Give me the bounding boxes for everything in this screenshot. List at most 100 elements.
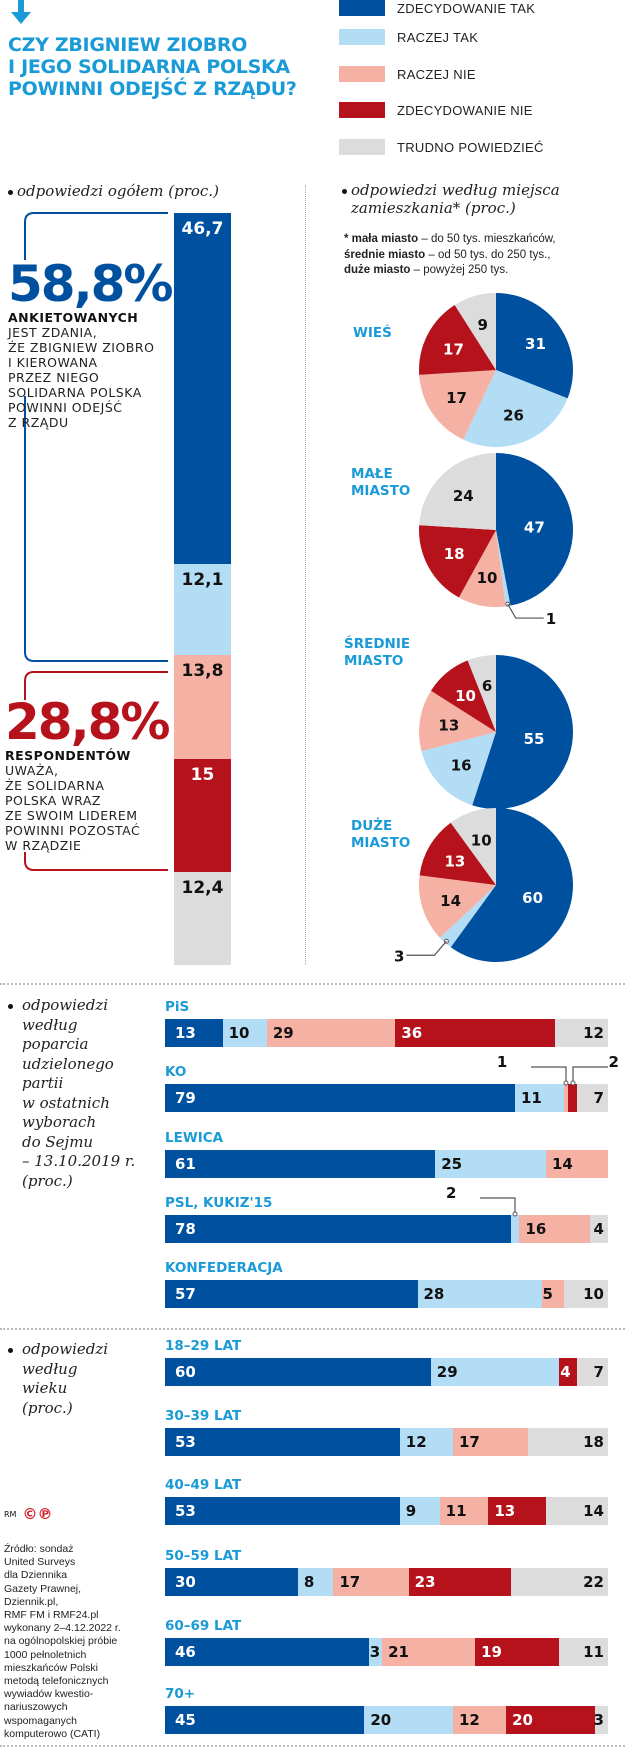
- bar-segment: 79: [165, 1084, 515, 1112]
- footnote-term: średnie miasto: [344, 248, 426, 261]
- legend-label: TRUDNO POWIEDZIEĆ: [397, 139, 544, 155]
- pie-value-label: 26: [503, 406, 524, 424]
- bar-segment: 20: [506, 1706, 595, 1734]
- bar-value-label: 11: [520, 1089, 542, 1107]
- pie-value-label: 60: [522, 889, 543, 907]
- bar-segment: 61: [165, 1150, 436, 1178]
- legend-item: ZDECYDOWANIE TAK: [339, 0, 535, 16]
- bar-value-label: 4: [560, 1363, 571, 1381]
- footnote-line: średnie miasto – od 50 tys. do 250 tys.,: [344, 248, 556, 264]
- pie-slice: [450, 808, 496, 885]
- source-line: United Surveys: [4, 1556, 76, 1569]
- legend-item: RACZEJ TAK: [339, 29, 478, 45]
- heading-line: według: [8, 1016, 135, 1036]
- pie-name-line: MIASTO: [344, 653, 404, 669]
- places-footnote: * mała miasto – do 50 tys. mieszkańców, ś…: [344, 232, 556, 279]
- legend-item: RACZEJ NIE: [339, 66, 476, 82]
- source-line: nariuszowych: [4, 1701, 68, 1714]
- bar-value-label: 53: [175, 1433, 196, 1451]
- bar-value-label: 5: [542, 1285, 553, 1303]
- bar-segment: 3: [368, 1638, 383, 1666]
- footnote-line: * mała miasto – do 50 tys. mieszkańców,: [344, 232, 556, 248]
- bullet-icon: [8, 1347, 13, 1353]
- pie-value-label: 9: [477, 316, 487, 334]
- pie-slice: [419, 370, 496, 440]
- bar-segment: [568, 1084, 577, 1112]
- heading-text: – 13.10.2019 r.: [22, 1152, 136, 1170]
- heading-text: w ostatnich: [22, 1093, 110, 1112]
- no-body: UWAŻA, ŻE SOLIDARNA POLSKA WRAZ ZE SWOIM LI…: [5, 763, 165, 853]
- heading-text: udzielonego: [22, 1054, 114, 1073]
- title-line: I JEGO SOLIDARNA POLSKA: [8, 56, 290, 78]
- pie-slice: [454, 293, 496, 370]
- bar-value-label: 12: [583, 1024, 604, 1042]
- source-line: Gazety Prawnej,: [4, 1582, 82, 1595]
- yes-body: JEST ZDANIA, ŻE ZBIGNIEW ZIOBRO I KIEROWAN…: [8, 325, 168, 430]
- bar-segment: 10: [563, 1280, 608, 1308]
- bar-value-label: 9: [405, 1502, 417, 1520]
- heading-text: według: [22, 1015, 78, 1034]
- pie-name-line: MIASTO: [351, 835, 411, 851]
- divider: [0, 983, 625, 985]
- pie-value-label: 10: [471, 832, 492, 850]
- arrow-down-icon: [11, 0, 31, 24]
- places-heading-line: odpowiedzi według miejsca: [351, 181, 560, 199]
- bar-segment: 60: [165, 1358, 431, 1386]
- heading-line: poparcia: [8, 1035, 135, 1055]
- bar-value-label: 4: [593, 1220, 604, 1238]
- bar-segment: 22: [510, 1568, 608, 1596]
- brackets: [24, 212, 168, 871]
- overall-heading: odpowiedzi ogółem (proc.): [8, 182, 219, 200]
- bar-segment: 30: [165, 1568, 298, 1596]
- bar-segment: 18: [528, 1428, 608, 1456]
- bar-value-label: 53: [175, 1502, 196, 1520]
- legend-swatch: [339, 29, 385, 45]
- callout-dot: [512, 1211, 518, 1217]
- callout-line: [530, 1066, 567, 1084]
- bar-value-label: 8: [303, 1573, 315, 1591]
- callout-line: [406, 940, 447, 956]
- heading-text: (proc.): [22, 1398, 73, 1417]
- no-bracket: [24, 671, 168, 700]
- bar-value-label: 12: [458, 1711, 480, 1729]
- bar-segment: 17: [333, 1568, 409, 1596]
- source-line: wykonany 2–4.12.2022 r.: [4, 1622, 121, 1635]
- legend-swatch: [339, 139, 385, 155]
- pie-slice: [419, 304, 496, 375]
- credits-marks: RM ©℗: [4, 1505, 52, 1523]
- bar-segment: 36: [395, 1019, 555, 1047]
- pie-slice: [421, 732, 496, 806]
- footnote-term: duże miasto: [344, 264, 411, 276]
- bar-segment: 12: [554, 1019, 608, 1047]
- pie-slice: [419, 875, 496, 938]
- row-label: PSL, KUKIZ'15: [165, 1195, 273, 1211]
- bar-value-label: 13: [494, 1502, 516, 1520]
- title-line: POWINNI ODEJŚĆ Z RZĄDU?: [8, 78, 297, 100]
- legend-item: TRUDNO POWIEDZIEĆ: [339, 139, 544, 155]
- yes-percentage: 58,8%: [8, 255, 173, 313]
- source-line: metodą telefonicznych: [4, 1675, 109, 1688]
- pie-slice: [439, 885, 496, 948]
- divider: [0, 1745, 625, 1747]
- pie-value-label: 10: [477, 569, 498, 587]
- footnote-desc: – do 50 tys. mieszkańców,: [418, 233, 556, 245]
- yes-body-line: PRZEZ NIEGO: [8, 370, 100, 385]
- no-percentage: 28,8%: [5, 693, 170, 751]
- bar-value-label: 60: [175, 1363, 196, 1381]
- heading-line: (proc.): [8, 1172, 135, 1192]
- pie-slice: [496, 293, 573, 399]
- heading-text: odpowiedzi: [22, 1340, 109, 1358]
- pie-value-label: 16: [451, 757, 472, 775]
- legend-label: ZDECYDOWANIE TAK: [397, 0, 536, 16]
- stacked-bar: 45 20 12 20 3: [165, 1706, 608, 1734]
- pie-name-line: DUŻE: [351, 818, 393, 834]
- bar-segment: 10: [222, 1019, 267, 1047]
- bar-value-label: 20: [370, 1711, 392, 1729]
- pie-value-label: 14: [440, 892, 461, 910]
- source-line: Dziennik.pl,: [4, 1595, 59, 1608]
- pie-value-label: 55: [524, 730, 545, 748]
- pie-slice: [463, 370, 568, 447]
- bar-value-label: 17: [458, 1433, 480, 1451]
- row-label: KONFEDERACJA: [165, 1260, 283, 1276]
- callout-dot: [563, 1080, 569, 1086]
